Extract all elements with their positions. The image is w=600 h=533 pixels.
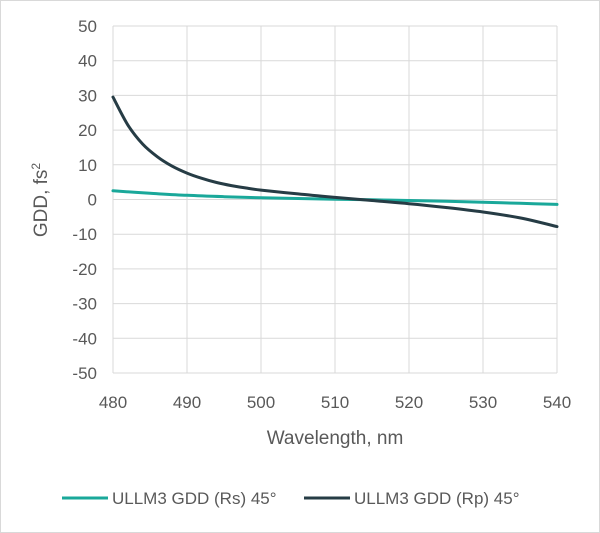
x-axis-title: Wavelength, nm xyxy=(267,428,404,449)
grid-lines xyxy=(112,25,558,374)
y-axis-title-main: GDD, fs xyxy=(31,170,52,238)
y-axis-title: GDD, fs2 xyxy=(29,163,52,238)
legend-label-rp: ULLM3 GDD (Rp) 45° xyxy=(354,489,520,508)
x-tick-label: 540 xyxy=(543,393,571,412)
series-line-rs xyxy=(111,189,559,206)
x-tick-label: 520 xyxy=(395,393,423,412)
y-axis-title-superscript: 2 xyxy=(29,163,43,170)
y-tick-label: -40 xyxy=(72,329,97,348)
y-tick-label: 20 xyxy=(78,121,97,140)
legend-label-rs: ULLM3 GDD (Rs) 45° xyxy=(112,489,277,508)
y-tick-labels: 50 40 30 20 10 0 -10 -20 -30 -40 -50 xyxy=(72,17,97,383)
x-tick-label: 500 xyxy=(247,393,275,412)
x-tick-labels: 480 490 500 510 520 530 540 xyxy=(99,393,571,412)
y-tick-label: 50 xyxy=(78,17,97,36)
x-tick-label: 490 xyxy=(173,393,201,412)
y-tick-label: 10 xyxy=(78,156,97,175)
y-tick-label: 40 xyxy=(78,52,97,71)
legend: ULLM3 GDD (Rs) 45° ULLM3 GDD (Rp) 45° xyxy=(62,489,520,508)
x-tick-label: 510 xyxy=(321,393,349,412)
x-tick-label: 530 xyxy=(469,393,497,412)
y-tick-label: 30 xyxy=(78,86,97,105)
y-tick-label: 0 xyxy=(88,191,97,210)
y-tick-label: -20 xyxy=(72,260,97,279)
series-lines xyxy=(111,95,559,229)
y-tick-label: -30 xyxy=(72,295,97,314)
y-tick-label: -50 xyxy=(72,364,97,383)
series-line-rp xyxy=(111,95,559,229)
y-tick-label: -10 xyxy=(72,225,97,244)
x-tick-label: 480 xyxy=(99,393,127,412)
